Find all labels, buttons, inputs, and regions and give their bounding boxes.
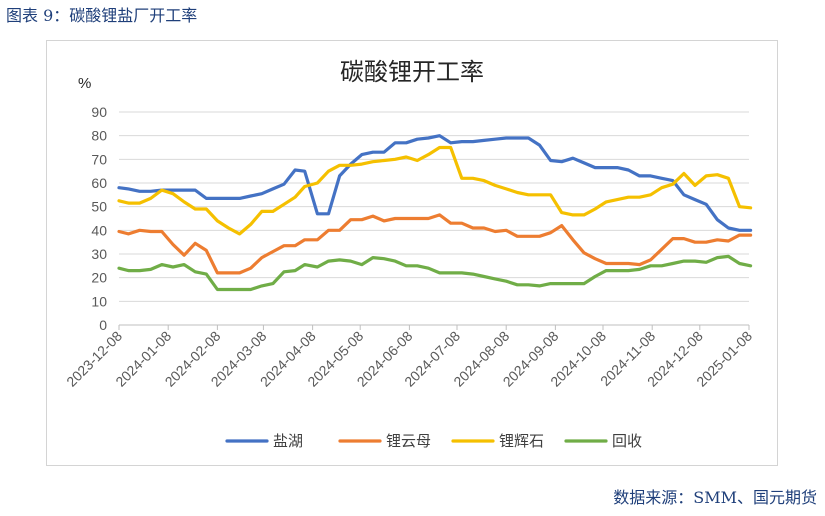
axes: 01020304050607080902023-12-082024-01-082… <box>63 104 755 390</box>
y-tick-label: 20 <box>91 270 107 286</box>
legend-label: 锂云母 <box>386 432 431 450</box>
legend-label: 盐湖 <box>273 432 303 450</box>
gridlines <box>119 111 749 302</box>
y-tick-label: 60 <box>91 175 107 191</box>
legend: 盐湖 锂云母 锂辉石 回收 <box>225 432 642 450</box>
series-line-盐湖 <box>117 134 753 232</box>
series-line-回收 <box>117 254 753 292</box>
series-lines <box>117 134 753 292</box>
y-tick-label: 80 <box>91 128 107 144</box>
series-line-锂辉石 <box>117 145 753 236</box>
legend-label: 回收 <box>612 432 642 450</box>
y-tick-label: 10 <box>91 293 107 309</box>
figure-caption: 图表 9：碳酸锂盐厂开工率 <box>6 6 198 25</box>
series-line-锂云母 <box>117 213 753 275</box>
source-note: 数据来源：SMM、国元期货 <box>613 488 817 507</box>
chart-title: 碳酸锂开工率 <box>340 58 484 86</box>
y-tick-label: 90 <box>91 104 107 120</box>
y-unit-label: % <box>78 75 91 92</box>
y-tick-label: 40 <box>91 222 107 238</box>
y-tick-label: 0 <box>99 317 107 333</box>
legend-label: 锂辉石 <box>499 432 544 450</box>
y-tick-label: 70 <box>91 151 107 167</box>
y-tick-label: 30 <box>91 246 107 262</box>
y-tick-label: 50 <box>91 199 107 215</box>
